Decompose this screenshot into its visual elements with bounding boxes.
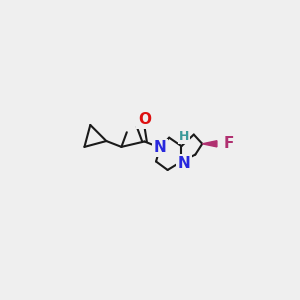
Text: O: O (138, 112, 151, 128)
Text: N: N (154, 140, 166, 155)
Text: F: F (224, 136, 234, 151)
Text: N: N (177, 155, 190, 170)
Text: H: H (178, 130, 189, 143)
Polygon shape (202, 141, 217, 147)
